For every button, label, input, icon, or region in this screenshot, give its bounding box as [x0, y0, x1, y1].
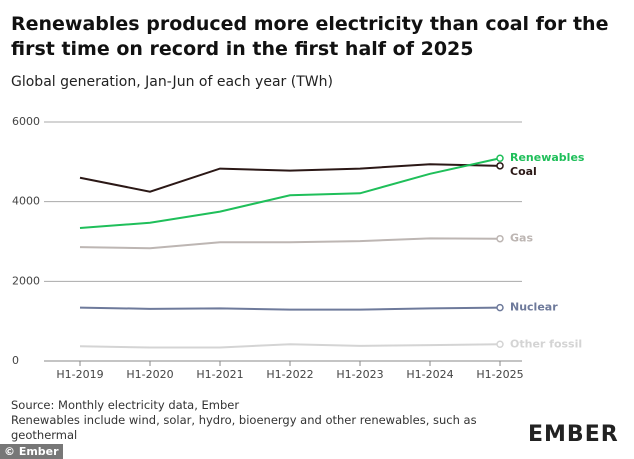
series-line — [79, 163, 501, 193]
legend-label: Renewables — [510, 151, 585, 164]
y-tick-label: 6000 — [12, 115, 40, 128]
y-tick-label: 4000 — [12, 195, 40, 208]
x-tick-label: H1-2020 — [126, 368, 173, 381]
x-tick-label: H1-2021 — [196, 368, 243, 381]
end-marker — [496, 154, 504, 162]
series-line — [79, 237, 501, 250]
legend-label: Coal — [510, 165, 537, 178]
x-tick-label: H1-2024 — [406, 368, 453, 381]
credit: © Ember — [0, 444, 63, 459]
legend-label: Other fossil — [510, 337, 582, 350]
series-line — [79, 343, 501, 349]
end-marker — [496, 234, 504, 243]
y-tick-label: 2000 — [12, 274, 40, 287]
footnotes: Source: Monthly electricity data, Ember … — [11, 398, 501, 443]
series-line — [79, 157, 501, 229]
note: Renewables include wind, solar, hydro, b… — [11, 413, 477, 442]
legend-label: Gas — [510, 232, 533, 245]
chart-title: Renewables produced more electricity tha… — [11, 13, 609, 60]
series-line — [79, 306, 501, 311]
chart-subtitle: Global generation, Jan-Jun of each year … — [11, 74, 333, 90]
end-marker — [496, 162, 504, 170]
x-tick-label: H1-2023 — [336, 368, 383, 381]
end-marker — [496, 340, 504, 349]
source: Source: Monthly electricity data, Ember — [11, 398, 240, 412]
end-marker — [496, 303, 504, 312]
x-tick-label: H1-2022 — [266, 368, 313, 381]
y-tick-label: 0 — [12, 354, 19, 367]
x-tick-label: H1-2025 — [476, 368, 523, 381]
logo: EMBER — [528, 422, 619, 447]
legend-label: Nuclear — [510, 301, 558, 314]
x-tick-label: H1-2019 — [56, 368, 103, 381]
